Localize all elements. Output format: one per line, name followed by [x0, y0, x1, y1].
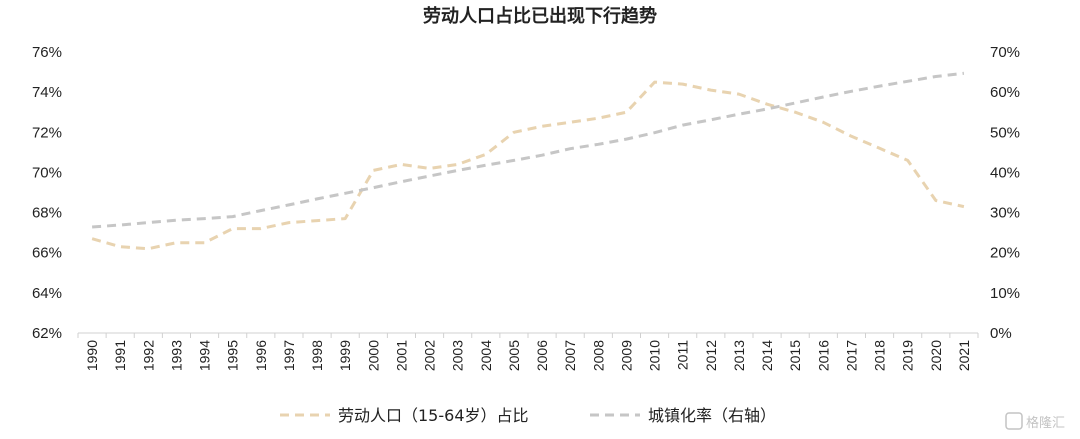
right-axis-tick-label: 30% — [990, 205, 1020, 222]
x-axis-tick-label: 2004 — [478, 340, 494, 371]
x-axis-tick-label: 2011 — [675, 340, 691, 370]
legend-label-labor-share: 劳动人口（15-64岁）占比 — [338, 406, 529, 425]
x-axis-tick-label: 2019 — [900, 340, 916, 371]
x-axis-tick-label: 1994 — [197, 340, 213, 371]
legend-label-urbanization: 城镇化率（右轴） — [648, 406, 776, 425]
x-axis-tick-label: 1997 — [281, 340, 297, 371]
x-axis-tick-label: 1993 — [168, 340, 184, 371]
left-axis-tick-label: 66% — [32, 245, 62, 262]
x-axis-tick-label: 1990 — [84, 340, 100, 371]
left-axis-tick-label: 64% — [32, 285, 62, 302]
right-axis-tick-label: 50% — [990, 124, 1020, 141]
right-axis-tick-label: 0% — [990, 325, 1012, 342]
x-axis-tick-label: 2017 — [843, 340, 859, 371]
x-axis-tick-label: 2014 — [759, 340, 775, 371]
watermark-text: 格隆汇 — [1026, 415, 1065, 431]
left-axis-tick-label: 70% — [32, 164, 62, 181]
x-axis-tick-label: 2021 — [956, 340, 972, 371]
watermark: 格隆汇 — [1005, 412, 1065, 431]
right-axis-tick-label: 40% — [990, 164, 1020, 181]
left-axis-tick-label: 72% — [32, 124, 62, 141]
x-axis-tick-label: 2000 — [365, 340, 381, 371]
legend: 劳动人口（15-64岁）占比 城镇化率（右轴） — [280, 406, 776, 425]
chart-title: 劳动人口占比已出现下行趋势 — [423, 5, 657, 27]
left-axis-tick-label: 68% — [32, 205, 62, 222]
x-axis-tick-label: 2008 — [590, 340, 606, 371]
watermark-logo-icon — [1005, 412, 1023, 430]
series-layer — [91, 71, 965, 251]
left-axis-tick-label: 74% — [32, 84, 62, 101]
series-line-urbanization — [91, 71, 965, 229]
x-axis-tick-label: 2013 — [731, 340, 747, 371]
series-line-labor-share — [91, 80, 965, 251]
x-axis-tick-label: 2007 — [562, 340, 578, 371]
left-axis-ticks: 62% 64% 66% 68% 70% 72% 74% 76% — [32, 44, 62, 342]
x-axis-tick-label: 2002 — [422, 340, 438, 371]
x-axis-tick-label: 2020 — [928, 340, 944, 371]
x-axis-tick-label: 2006 — [534, 340, 550, 371]
x-axis-tick-label: 1991 — [112, 340, 128, 371]
right-axis-tick-label: 60% — [990, 84, 1020, 101]
x-axis-tick-label: 2001 — [393, 340, 409, 371]
left-axis-tick-label: 62% — [32, 325, 62, 342]
axes — [77, 332, 979, 338]
x-axis-tick-label: 1995 — [225, 340, 241, 371]
x-axis-tick-label: 1998 — [309, 340, 325, 371]
right-axis-tick-label: 10% — [990, 285, 1020, 302]
x-axis-tick-label: 1992 — [140, 340, 156, 371]
x-axis-tick-label: 1999 — [337, 340, 353, 371]
x-axis-tick-label: 1996 — [253, 340, 269, 371]
x-axis-tick-label: 2010 — [647, 340, 663, 371]
x-axis-ticks: 1990 1991 1992 1993 1994 1995 1996 1997 1998 1999… — [84, 340, 972, 371]
left-axis-tick-label: 76% — [32, 44, 62, 61]
right-axis-ticks: 0% 10% 20% 30% 40% 50% 60% 70% — [990, 44, 1020, 342]
right-axis-tick-label: 20% — [990, 245, 1020, 262]
x-axis-tick-label: 2018 — [872, 340, 888, 371]
x-axis-tick-label: 2003 — [450, 340, 466, 371]
x-axis-tick-label: 2012 — [703, 340, 719, 371]
x-axis-tick-label: 2016 — [815, 340, 831, 371]
right-axis-tick-label: 70% — [990, 44, 1020, 61]
x-axis-tick-label: 2009 — [618, 340, 634, 371]
x-axis-tick-label: 2015 — [787, 340, 803, 371]
x-axis-tick-label: 2005 — [506, 340, 522, 371]
